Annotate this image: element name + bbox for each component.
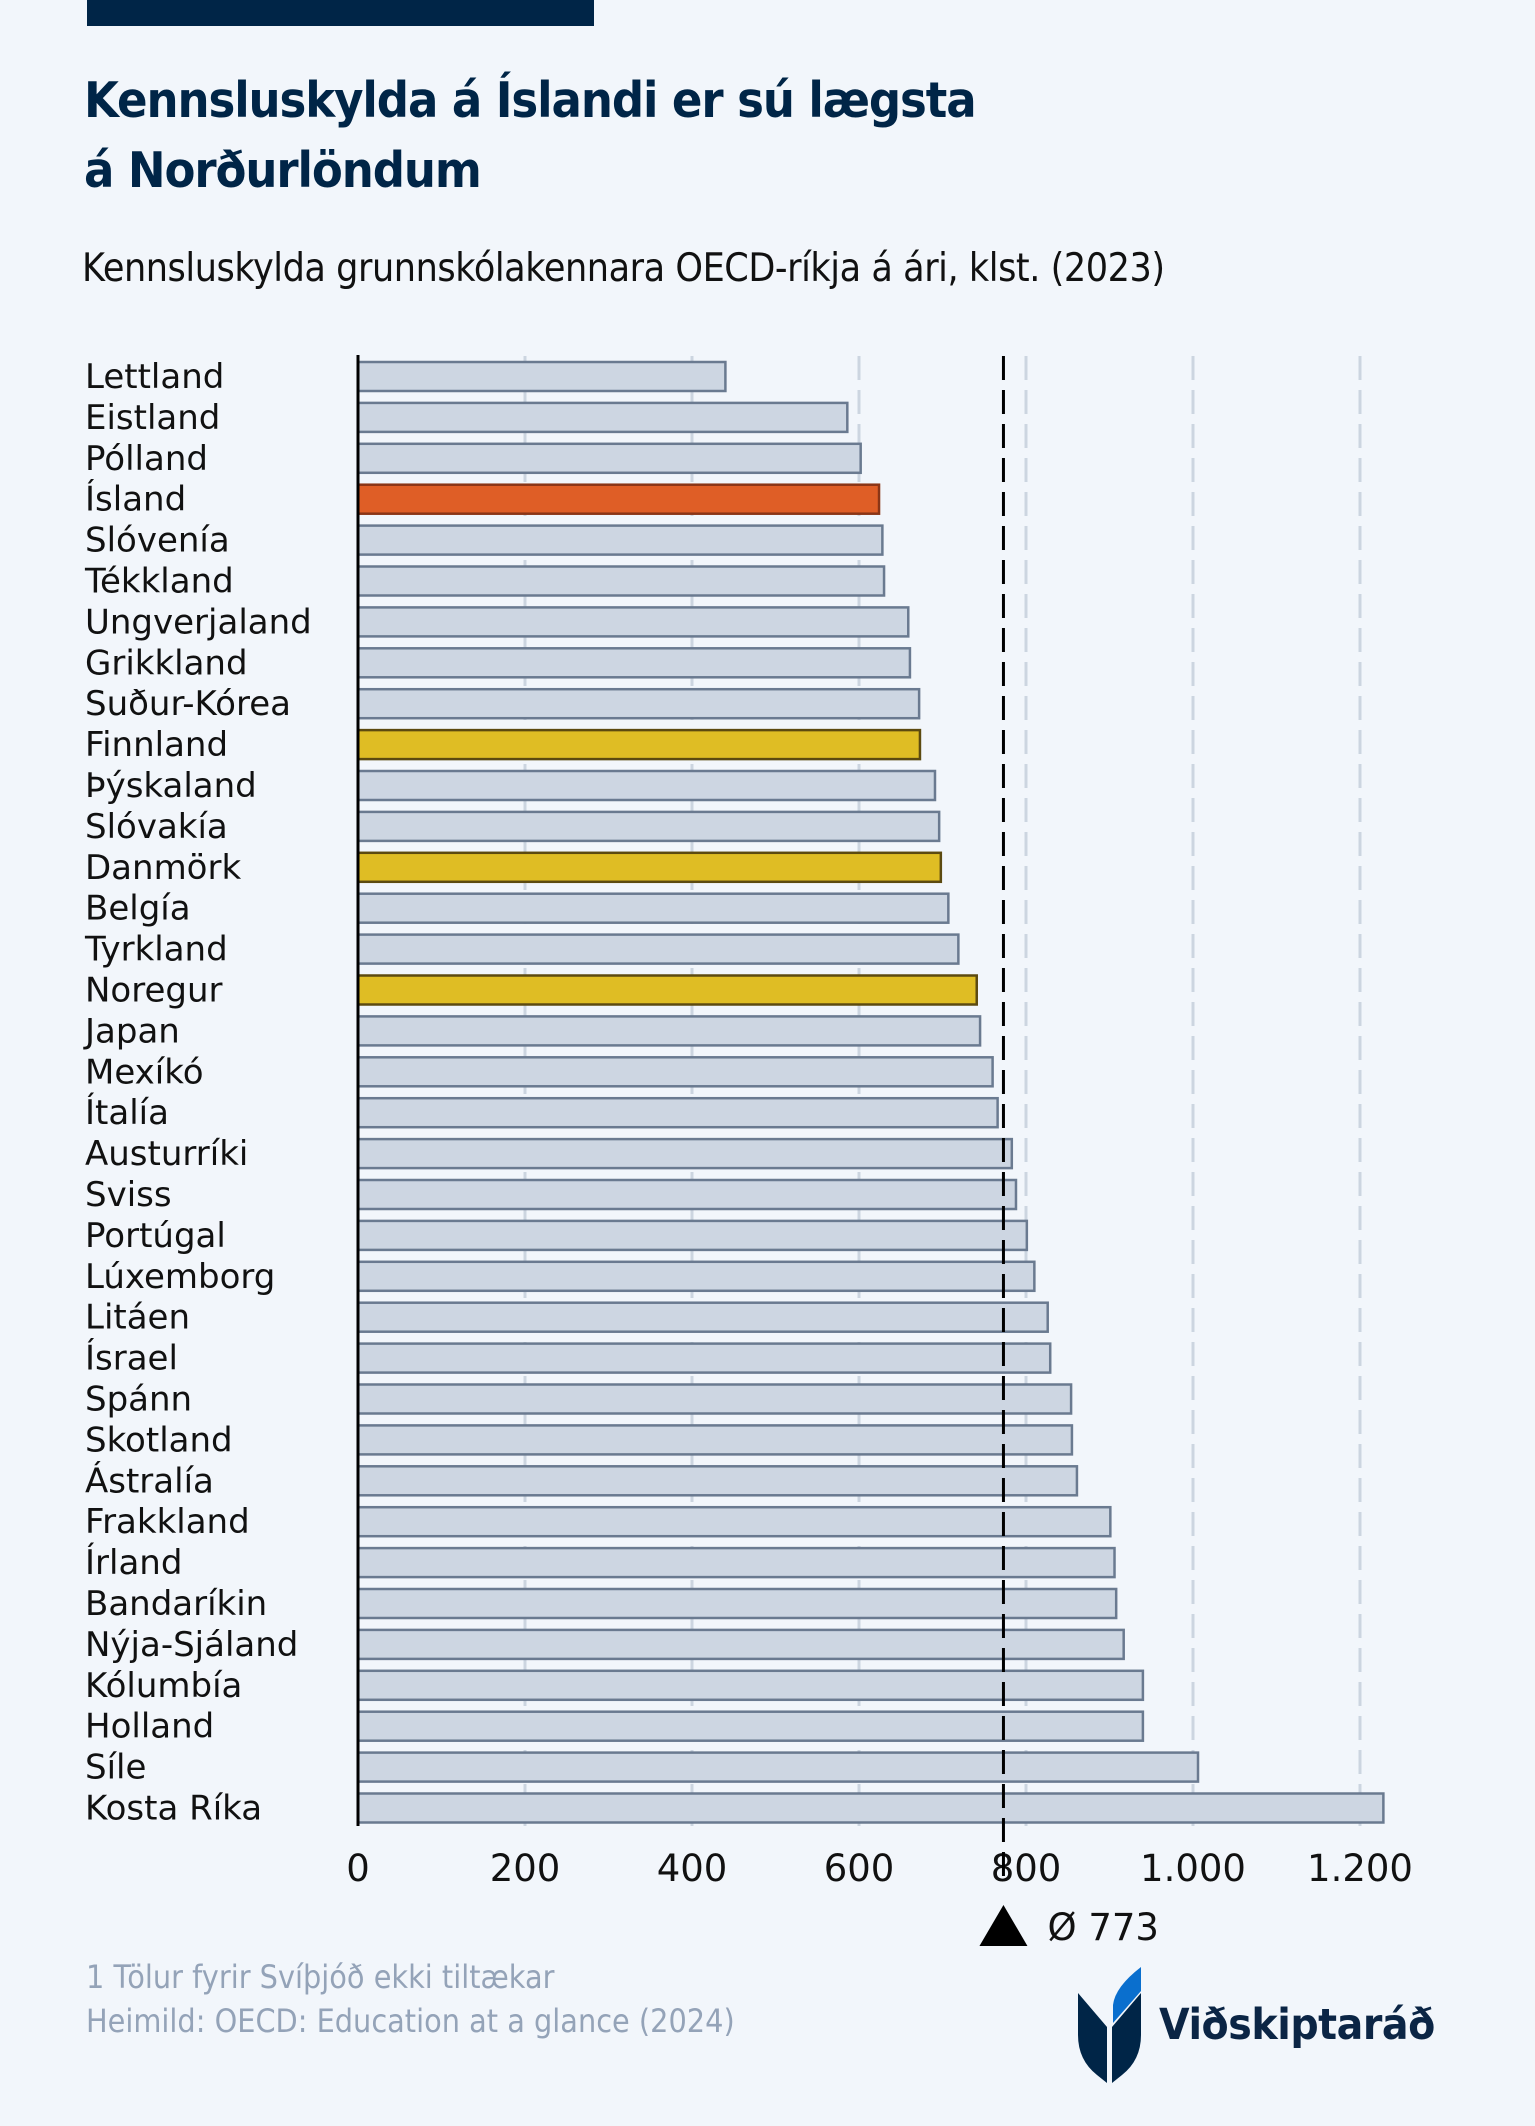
category-label: Ísland (85, 479, 186, 520)
bar (356, 1792, 1385, 1824)
category-label: Litáen (85, 1298, 190, 1338)
category-labels: LettlandEistlandPóllandÍslandSlóveníaTék… (83, 357, 312, 1829)
title-line-2: á Norðurlöndum (84, 142, 482, 199)
bar (356, 1301, 1049, 1333)
bar (356, 1260, 1036, 1293)
category-label: Belgía (85, 889, 191, 929)
category-label: Danmörk (85, 848, 241, 888)
category-label: Slóvakía (85, 807, 228, 847)
bar (356, 1628, 1125, 1661)
bar (356, 1751, 1200, 1783)
bar (356, 728, 922, 761)
bar (356, 933, 960, 965)
x-tick-label: 0 (346, 1847, 370, 1890)
category-label: Írland (85, 1542, 182, 1583)
category-label: Tyrkland (84, 930, 228, 970)
bar (356, 1096, 999, 1129)
x-tick-label: 400 (657, 1847, 728, 1890)
category-label: Frakkland (85, 1502, 250, 1542)
category-label: Sviss (85, 1175, 172, 1215)
category-label: Lettland (85, 357, 224, 397)
bar (356, 524, 884, 556)
category-label: Noregur (85, 971, 223, 1011)
bar (356, 1669, 1145, 1702)
category-label: Ísrael (85, 1338, 178, 1379)
bar (356, 1137, 1014, 1170)
axis: 0 200 400 600 800 1.000 1.200 (346, 355, 1413, 1890)
category-label: Grikkland (85, 643, 248, 683)
category-label: Bandaríkin (85, 1584, 267, 1624)
category-label: Nýja-Sjáland (85, 1625, 298, 1665)
bar (356, 565, 886, 597)
bar (356, 483, 881, 515)
bar (356, 1178, 1018, 1211)
category-label: Tékkland (84, 562, 234, 602)
footnote-note: 1 Tölur fyrir Svíþjóð ekki tiltækar (86, 1958, 555, 1996)
x-tick-label: 1.200 (1307, 1847, 1413, 1890)
title-line-1: Kennsluskylda á Íslandi er sú lægsta (84, 72, 977, 129)
category-label: Finnland (85, 725, 228, 765)
bar (356, 1465, 1079, 1497)
bar (356, 401, 849, 434)
bar (356, 1219, 1029, 1252)
bar (356, 1546, 1116, 1579)
bar (356, 1710, 1145, 1742)
footnote-source: Heimild: OECD: Education at a glance (20… (86, 2002, 735, 2040)
bar (356, 442, 862, 475)
mean-marker: Ø 773 (979, 356, 1159, 1949)
mean-label: Ø 773 (1047, 1906, 1159, 1949)
bar (356, 851, 943, 884)
x-tick-label: 600 (824, 1847, 895, 1890)
category-label: Lúxemborg (85, 1257, 275, 1297)
bar (356, 810, 941, 843)
category-label: Ungverjaland (85, 602, 312, 642)
bar (356, 647, 912, 679)
x-tick-label: 1.000 (1140, 1847, 1246, 1890)
mean-triangle-icon (979, 1905, 1028, 1946)
top-accent-bar (87, 0, 594, 26)
bar (356, 1015, 982, 1047)
bar (356, 1056, 994, 1088)
category-label: Spánn (85, 1380, 192, 1420)
x-tick-label: 200 (490, 1847, 561, 1890)
category-label: Portúgal (85, 1216, 226, 1256)
category-label: Austurríki (85, 1134, 248, 1174)
bar (356, 1342, 1052, 1374)
bar (356, 687, 921, 720)
bar (356, 1505, 1112, 1538)
category-label: Kólumbía (85, 1666, 242, 1706)
gridlines (523, 356, 1362, 1826)
bar-chart: LettlandEistlandPóllandÍslandSlóveníaTék… (83, 355, 1413, 1949)
category-label: Eistland (85, 398, 220, 438)
bar (356, 360, 727, 393)
category-label: Suður-Kórea (85, 684, 291, 724)
bar (356, 892, 950, 924)
category-label: Ítalía (85, 1092, 169, 1133)
category-label: Ástralía (85, 1460, 214, 1501)
category-label: Slóvenía (85, 521, 230, 561)
chart-subtitle: Kennsluskylda grunnskólakennara OECD-rík… (82, 246, 1165, 291)
x-tick-label: 800 (991, 1847, 1062, 1890)
category-label: Skotland (85, 1420, 233, 1460)
category-label: Holland (85, 1707, 214, 1747)
bar (356, 1383, 1073, 1415)
bar (356, 1424, 1074, 1456)
bars (356, 360, 1385, 1824)
category-label: Mexíkó (85, 1052, 204, 1092)
bar (356, 606, 910, 638)
category-label: Japan (83, 1011, 180, 1051)
bar (356, 769, 937, 802)
chart-title: Kennsluskylda á Íslandi er sú lægsta á N… (84, 66, 1188, 206)
logo: Viðskiptaráð (1075, 1965, 1459, 2085)
bar (356, 1587, 1118, 1620)
logo-text: Viðskiptaráð (1159, 2000, 1435, 2050)
logo-leaf-icon (1078, 1967, 1141, 2083)
bar (356, 974, 978, 1006)
category-label: Pólland (85, 439, 208, 479)
category-label: Kosta Ríka (85, 1789, 262, 1829)
category-label: Síle (85, 1748, 146, 1788)
category-label: Þýskaland (85, 766, 257, 806)
